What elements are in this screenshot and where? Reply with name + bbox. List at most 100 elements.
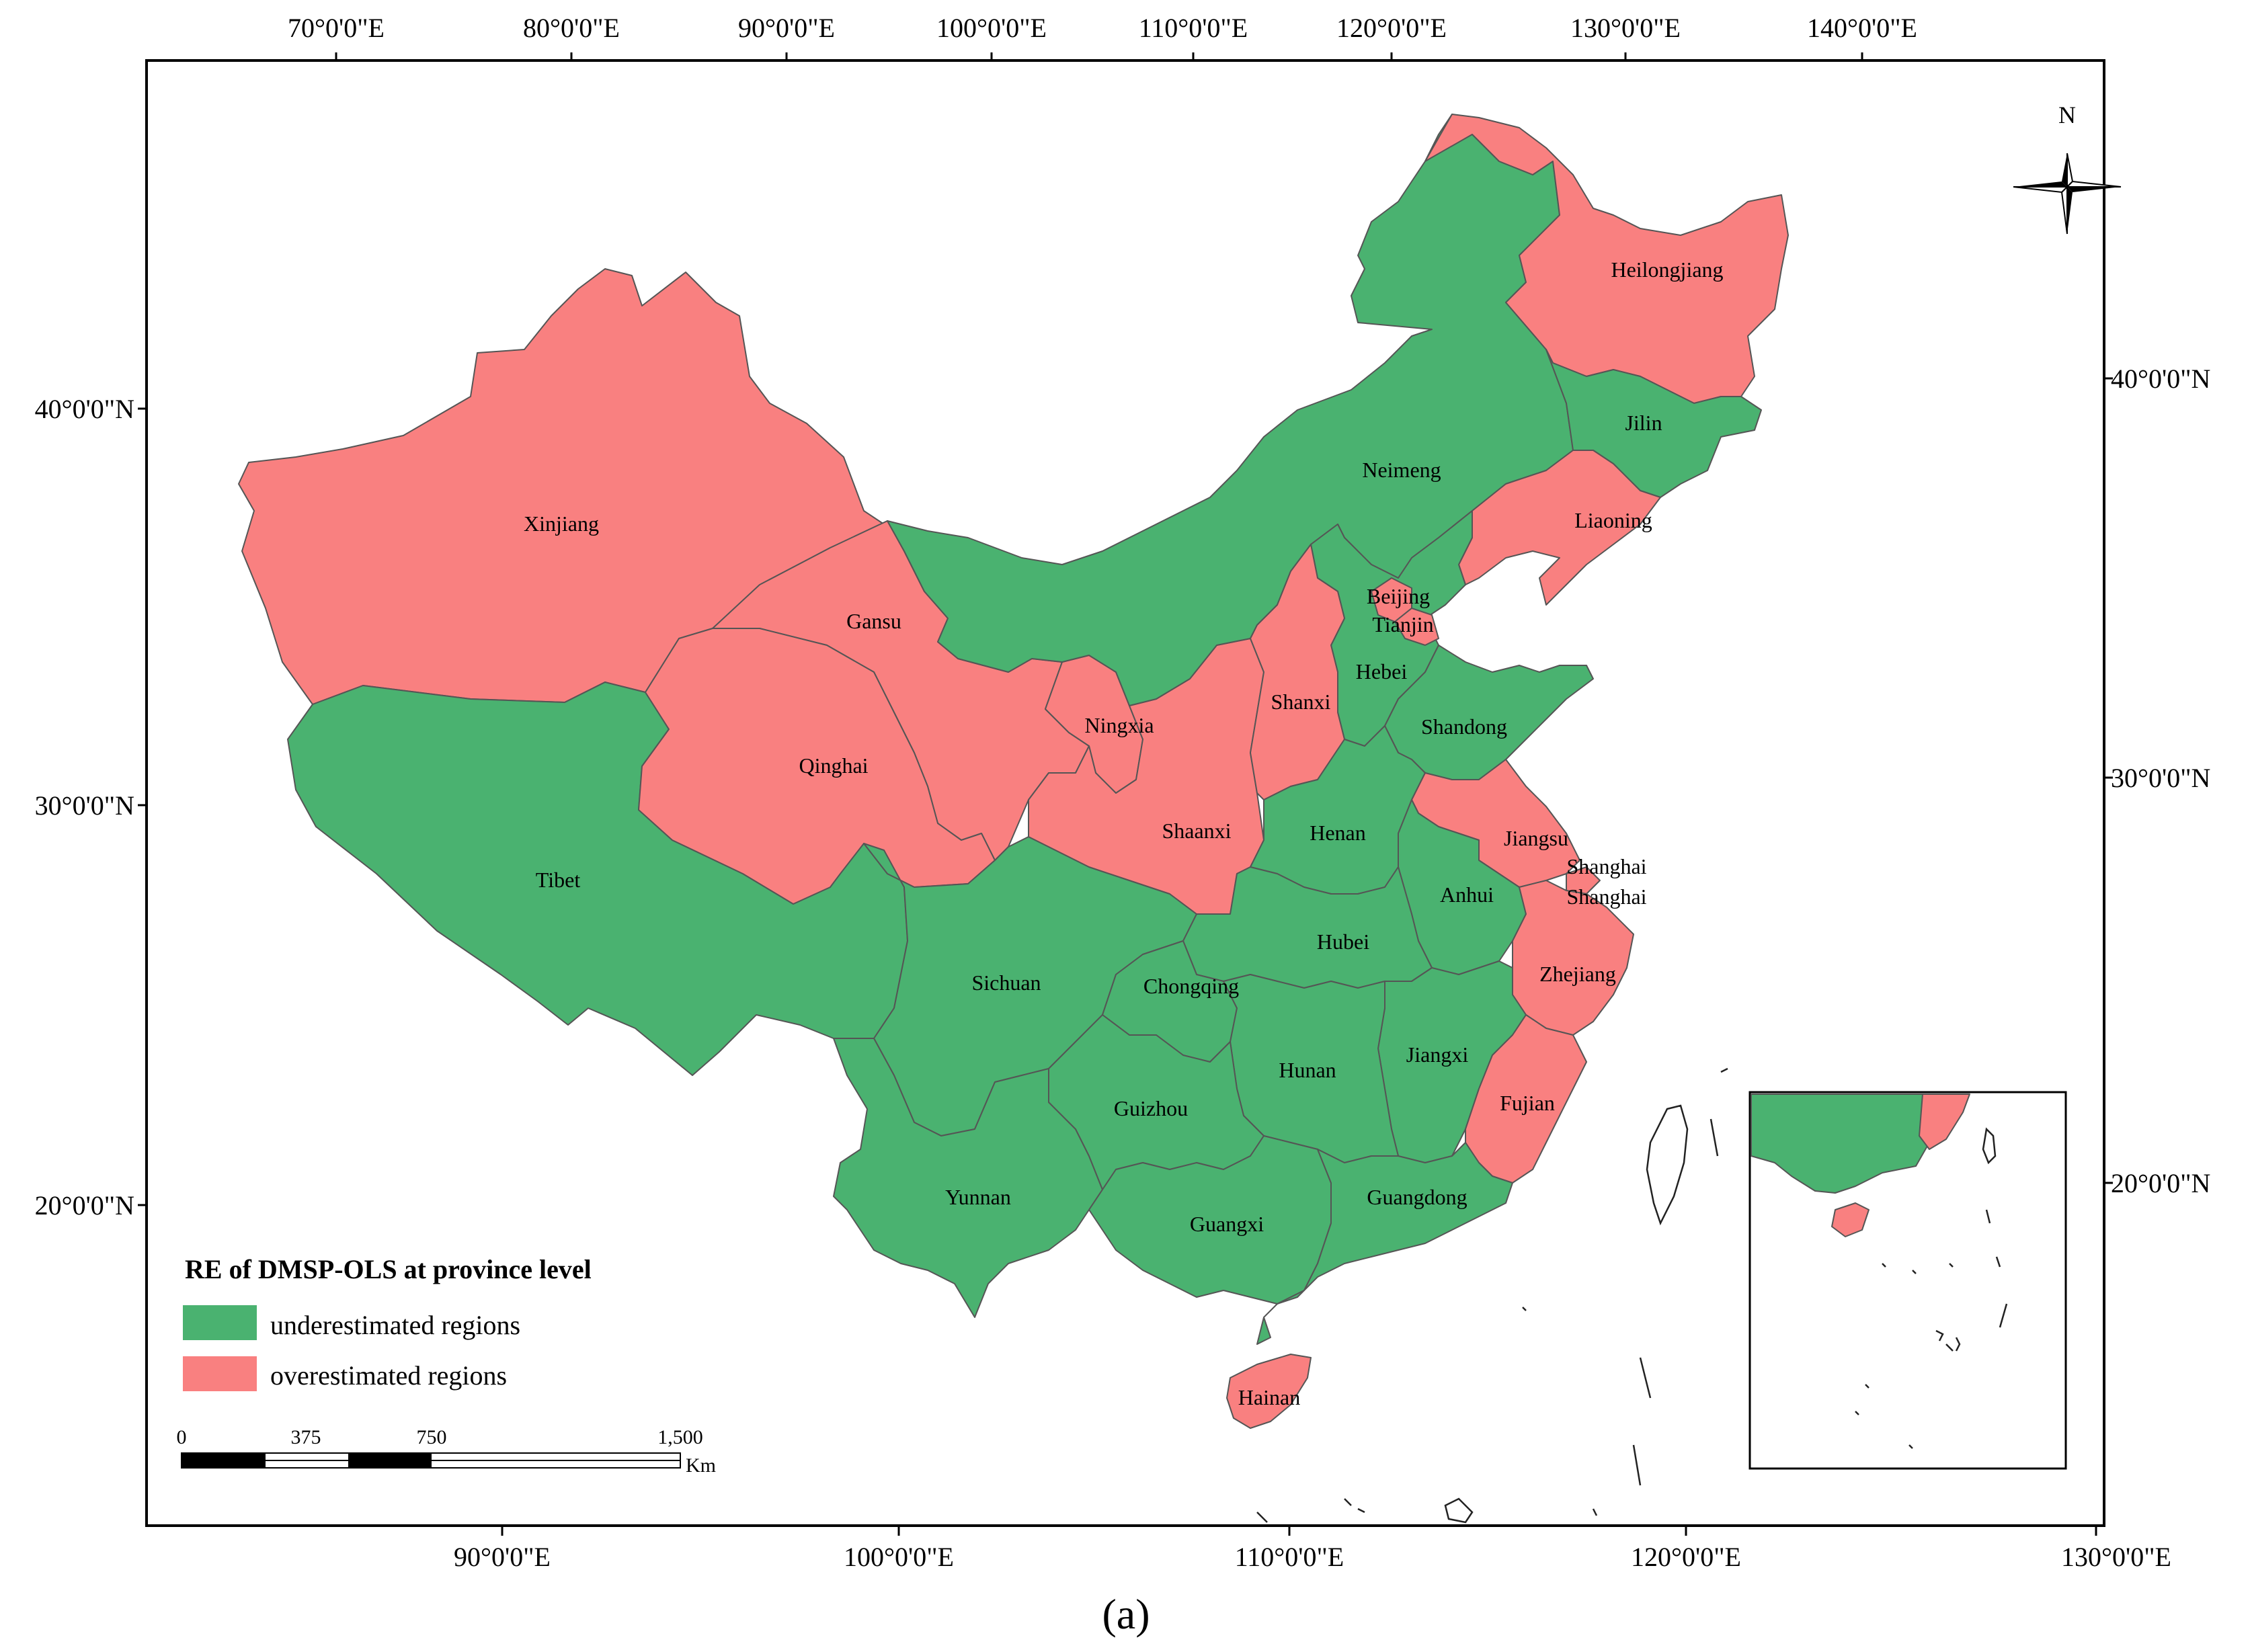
label-anhui: Anhui [1440, 882, 1494, 907]
label-hubei: Hubei [1317, 930, 1369, 954]
bottom-tick-label: 130°0'0"E [2061, 1542, 2171, 1572]
left-ticks [138, 407, 147, 1206]
top-tick-label: 120°0'0"E [1336, 13, 1447, 43]
left-tick-labels: 40°0'0"N 30°0'0"N 20°0'0"N [35, 394, 134, 1221]
north-label: N [2058, 101, 2076, 128]
inset-taiwan [1982, 1127, 1997, 1165]
label-shanghai-2: Shanghai [1566, 884, 1646, 909]
label-yunnan: Yunnan [945, 1185, 1011, 1209]
scale-bar: 0 375 750 1,500 Km [177, 1426, 717, 1477]
coast-line [1639, 1357, 1652, 1399]
label-hunan: Hunan [1279, 1058, 1336, 1082]
north-arrow: N [2013, 101, 2122, 235]
scale-unit: Km [686, 1454, 716, 1477]
coast-line [1710, 1118, 1719, 1157]
legend-label-overestimated: overestimated regions [270, 1360, 507, 1391]
figure-caption: (a) [1102, 1590, 1150, 1638]
label-guizhou: Guizhou [1114, 1096, 1188, 1120]
top-tick-labels: 70°0'0"E 80°0'0"E 90°0'0"E 100°0'0"E 110… [288, 13, 1917, 43]
label-jiangsu: Jiangsu [1504, 826, 1568, 850]
top-ticks [335, 52, 1863, 60]
legend-label-underestimated: underestimated regions [270, 1310, 520, 1340]
coast-line [1344, 1498, 1365, 1514]
scale-label: 375 [291, 1426, 321, 1448]
island-outlines [1256, 1067, 1728, 1524]
label-qinghai: Qinghai [799, 753, 868, 778]
label-hainan: Hainan [1238, 1385, 1300, 1409]
label-fujian: Fujian [1500, 1091, 1555, 1115]
inset-island [1908, 1444, 1913, 1449]
label-shandong: Shandong [1421, 714, 1507, 739]
label-shaanxi: Shaanxi [1162, 819, 1231, 843]
scale-label: 0 [177, 1426, 187, 1448]
label-xinjiang: Xinjiang [524, 511, 599, 536]
bottom-tick-label: 90°0'0"E [454, 1542, 551, 1572]
bottom-tick-label: 100°0'0"E [844, 1542, 954, 1572]
label-gansu: Gansu [846, 609, 901, 633]
left-tick-label: 30°0'0"N [35, 790, 134, 821]
label-henan: Henan [1310, 821, 1366, 845]
label-sichuan: Sichuan [971, 970, 1041, 995]
top-tick-label: 90°0'0"E [738, 13, 835, 43]
coast-line [1720, 1067, 1728, 1073]
inset-island [1855, 1384, 1869, 1415]
label-ningxia: Ningxia [1084, 713, 1154, 737]
coast-line [1592, 1508, 1598, 1516]
right-tick-label: 40°0'0"N [2111, 364, 2210, 394]
region-tianjin [1394, 608, 1439, 646]
label-jilin: Jilin [1625, 411, 1662, 435]
inset-island [1999, 1303, 2008, 1328]
top-tick-label: 140°0'0"E [1807, 13, 1917, 43]
inset-island [1935, 1329, 1961, 1352]
coast-line [1444, 1497, 1474, 1524]
top-tick-label: 110°0'0"E [1139, 13, 1248, 43]
label-guangxi: Guangxi [1190, 1212, 1264, 1236]
legend-swatch-overestimated [183, 1356, 257, 1391]
label-zhejiang: Zhejiang [1539, 962, 1616, 986]
label-hebei: Hebei [1356, 659, 1408, 684]
right-tick-label: 30°0'0"N [2111, 763, 2210, 793]
top-tick-label: 70°0'0"E [288, 13, 385, 43]
region-heilongjiang [1424, 114, 1789, 404]
label-jiangxi: Jiangxi [1406, 1042, 1469, 1067]
legend-title: RE of DMSP-OLS at province level [185, 1254, 592, 1284]
top-tick-label: 130°0'0"E [1570, 13, 1681, 43]
label-heilongjiang: Heilongjiang [1611, 257, 1723, 282]
right-tick-label: 20°0'0"N [2111, 1168, 2210, 1198]
region-hainan [1226, 1354, 1312, 1429]
inset-map [1748, 1091, 2067, 1470]
label-neimeng: Neimeng [1362, 458, 1441, 482]
scale-label: 750 [417, 1426, 447, 1448]
inset-island [1985, 1209, 2001, 1268]
province-layer [238, 114, 1789, 1429]
label-beijing: Beijing [1367, 584, 1430, 608]
inset-fujian [1919, 1093, 1970, 1150]
scale-bar-segment [348, 1453, 432, 1468]
left-tick-label: 20°0'0"N [35, 1190, 134, 1221]
inset-island [1882, 1263, 1954, 1274]
scale-bar-segment [182, 1453, 266, 1468]
bottom-tick-labels: 90°0'0"E 100°0'0"E 110°0'0"E 120°0'0"E 1… [454, 1542, 2171, 1572]
label-tibet: Tibet [536, 868, 581, 892]
top-tick-label: 80°0'0"E [523, 13, 620, 43]
top-tick-label: 100°0'0"E [936, 13, 1047, 43]
legend-swatch-underestimated [183, 1305, 257, 1340]
label-chongqing: Chongqing [1143, 974, 1239, 998]
scale-label: 1,500 [657, 1426, 703, 1448]
region-yunnan [833, 1038, 1103, 1318]
coast-line [1632, 1444, 1642, 1486]
right-ticks [2104, 377, 2113, 1184]
right-tick-labels: 40°0'0"N 30°0'0"N 20°0'0"N [2111, 364, 2210, 1198]
coast-line [1522, 1307, 1527, 1311]
label-shanxi: Shanxi [1271, 690, 1331, 714]
bottom-tick-label: 120°0'0"E [1631, 1542, 1741, 1572]
region-zhejiang [1512, 880, 1634, 1036]
region-shaanxi [1028, 638, 1264, 915]
province-labels: Heilongjiang Jilin Liaoning Neimeng Xinj… [524, 257, 1724, 1409]
label-guangdong: Guangdong [1367, 1185, 1467, 1209]
legend: RE of DMSP-OLS at province level underes… [183, 1254, 592, 1391]
bottom-ticks [501, 1526, 2097, 1536]
label-tianjin: Tianjin [1372, 612, 1433, 636]
region-guangdong [1256, 1142, 1513, 1345]
